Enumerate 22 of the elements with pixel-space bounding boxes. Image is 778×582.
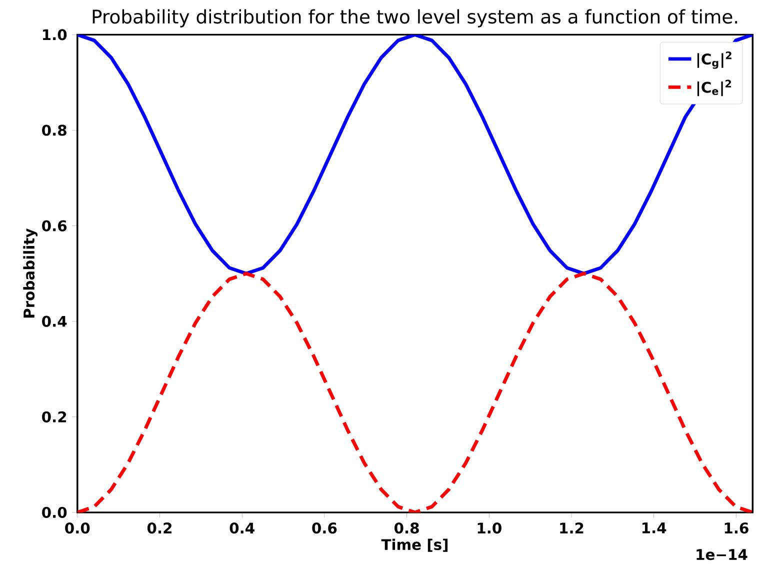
y-tick-label: 0.0 bbox=[42, 506, 67, 518]
y-tick-label: 0.4 bbox=[42, 316, 67, 327]
y-axis-title: Probability bbox=[23, 228, 38, 318]
y-tick-label: 0.8 bbox=[42, 124, 66, 136]
x-tick-label: 0.2 bbox=[147, 522, 172, 534]
x-axis-title: Time [s] bbox=[381, 538, 448, 552]
x-tick-label: 0.6 bbox=[312, 522, 337, 534]
text: 1e−14 bbox=[696, 549, 748, 560]
x-tick-label: 1.2 bbox=[560, 522, 584, 534]
x-tick-label: 1.0 bbox=[478, 522, 502, 534]
y-tick-label: 1.0 bbox=[43, 29, 67, 40]
x-tick-label: 1.4 bbox=[642, 522, 666, 534]
x-tick-label: 0.0 bbox=[65, 522, 90, 534]
x-tick-label: 0.8 bbox=[394, 522, 419, 534]
legend-label: |C$_{g}$|$^{2}$ bbox=[697, 52, 732, 69]
legend-label: |C$_{e}$|$^{2}$ bbox=[697, 80, 731, 96]
x-tick-label: 0.4 bbox=[230, 522, 254, 534]
line-series bbox=[77, 34, 753, 276]
y-tick-label: 0.6 bbox=[42, 220, 67, 232]
y-tick-label: 0.2 bbox=[42, 411, 66, 423]
chart-title: Probability distribution for the two level system as a function of time. bbox=[92, 9, 738, 28]
x-tick-label: 1.6 bbox=[724, 522, 748, 534]
